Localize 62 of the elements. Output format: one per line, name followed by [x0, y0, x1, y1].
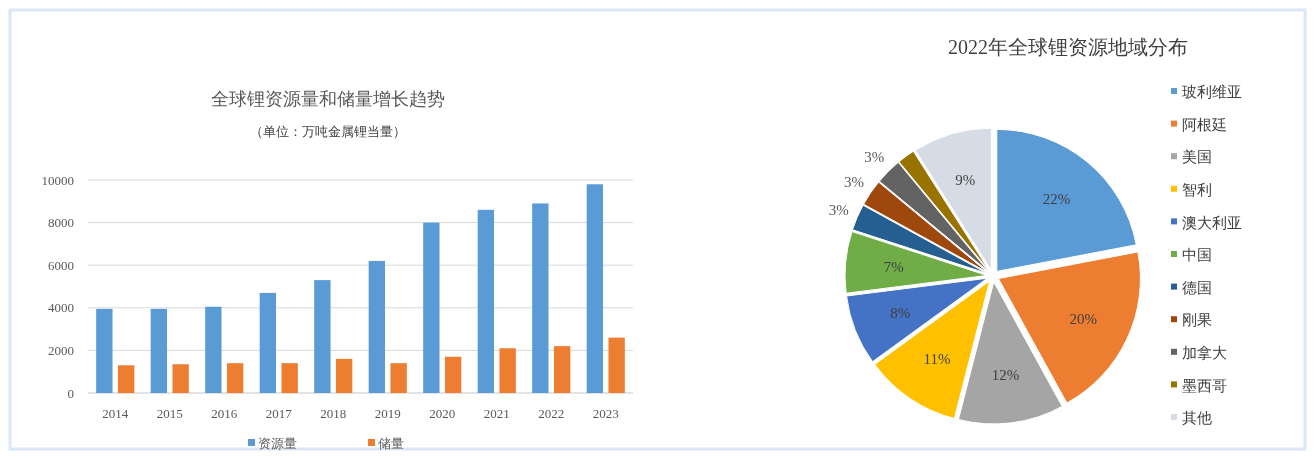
legend-label: 资源量	[258, 436, 297, 451]
bar	[96, 308, 113, 393]
legend-label: 中国	[1182, 246, 1212, 265]
bar	[117, 365, 135, 393]
bar	[281, 363, 298, 393]
x-tick-label: 2023	[592, 406, 619, 421]
chart-title: 2022年全球锂资源地域分布	[948, 36, 1188, 58]
y-tick-label: 4000	[48, 300, 74, 316]
data-label: 12%	[991, 367, 1020, 384]
bar	[423, 222, 440, 393]
bar	[172, 364, 189, 393]
x-tick-label: 2016	[211, 406, 238, 421]
data-label: 22%	[1042, 191, 1071, 208]
bar	[259, 292, 277, 393]
bar	[586, 184, 604, 393]
legend-label: 刚果	[1182, 311, 1212, 330]
legend-label: 玻利维亚	[1182, 83, 1242, 102]
data-label: 3%	[828, 201, 849, 218]
y-tick-label: 2000	[48, 342, 74, 358]
data-label: 9%	[955, 172, 976, 189]
bar	[205, 306, 222, 393]
data-label: 11%	[923, 350, 951, 367]
legend-label: 加拿大	[1182, 344, 1227, 363]
bar	[477, 209, 495, 393]
data-label: 3%	[864, 149, 885, 166]
legend-label: 墨西哥	[1182, 376, 1227, 395]
y-tick-label: 8000	[48, 215, 74, 231]
x-tick-label: 2021	[483, 406, 510, 421]
bar	[335, 358, 353, 393]
x-tick-label: 2022	[538, 406, 565, 421]
legend-label: 德国	[1182, 278, 1212, 297]
legend-label: 阿根廷	[1182, 115, 1227, 134]
x-tick-label: 2017	[265, 406, 293, 421]
legend-label: 储量	[378, 436, 404, 451]
y-tick-label: 6000	[48, 257, 74, 273]
data-label: 7%	[883, 258, 904, 275]
x-tick-label: 2019	[374, 406, 401, 421]
bar	[226, 363, 244, 393]
chart-subtitle: （单位：万吨金属锂当量）	[250, 124, 406, 139]
data-label: 8%	[890, 304, 911, 321]
x-tick-label: 2015	[156, 406, 183, 421]
bar	[444, 356, 462, 393]
bar	[553, 346, 571, 393]
legend-label: 澳大利亚	[1182, 213, 1242, 232]
legend-label: 智利	[1182, 181, 1212, 200]
legend-label: 其他	[1182, 409, 1212, 428]
x-tick-label: 2020	[429, 406, 456, 421]
bar	[150, 308, 168, 393]
data-label: 3%	[844, 173, 865, 190]
bar	[499, 348, 516, 393]
y-tick-label: 0	[67, 385, 74, 401]
bar	[314, 280, 331, 393]
chart-title: 全球锂资源量和储量增长趋势	[211, 88, 445, 109]
bar	[532, 203, 549, 393]
x-tick-label: 2014	[102, 406, 129, 421]
data-label: 20%	[1069, 310, 1097, 327]
bar	[608, 337, 625, 393]
bar	[368, 260, 386, 393]
legend-label: 美国	[1182, 148, 1212, 167]
x-tick-label: 2018	[320, 406, 347, 421]
bar	[390, 363, 407, 393]
y-tick-label: 10000	[41, 172, 74, 188]
